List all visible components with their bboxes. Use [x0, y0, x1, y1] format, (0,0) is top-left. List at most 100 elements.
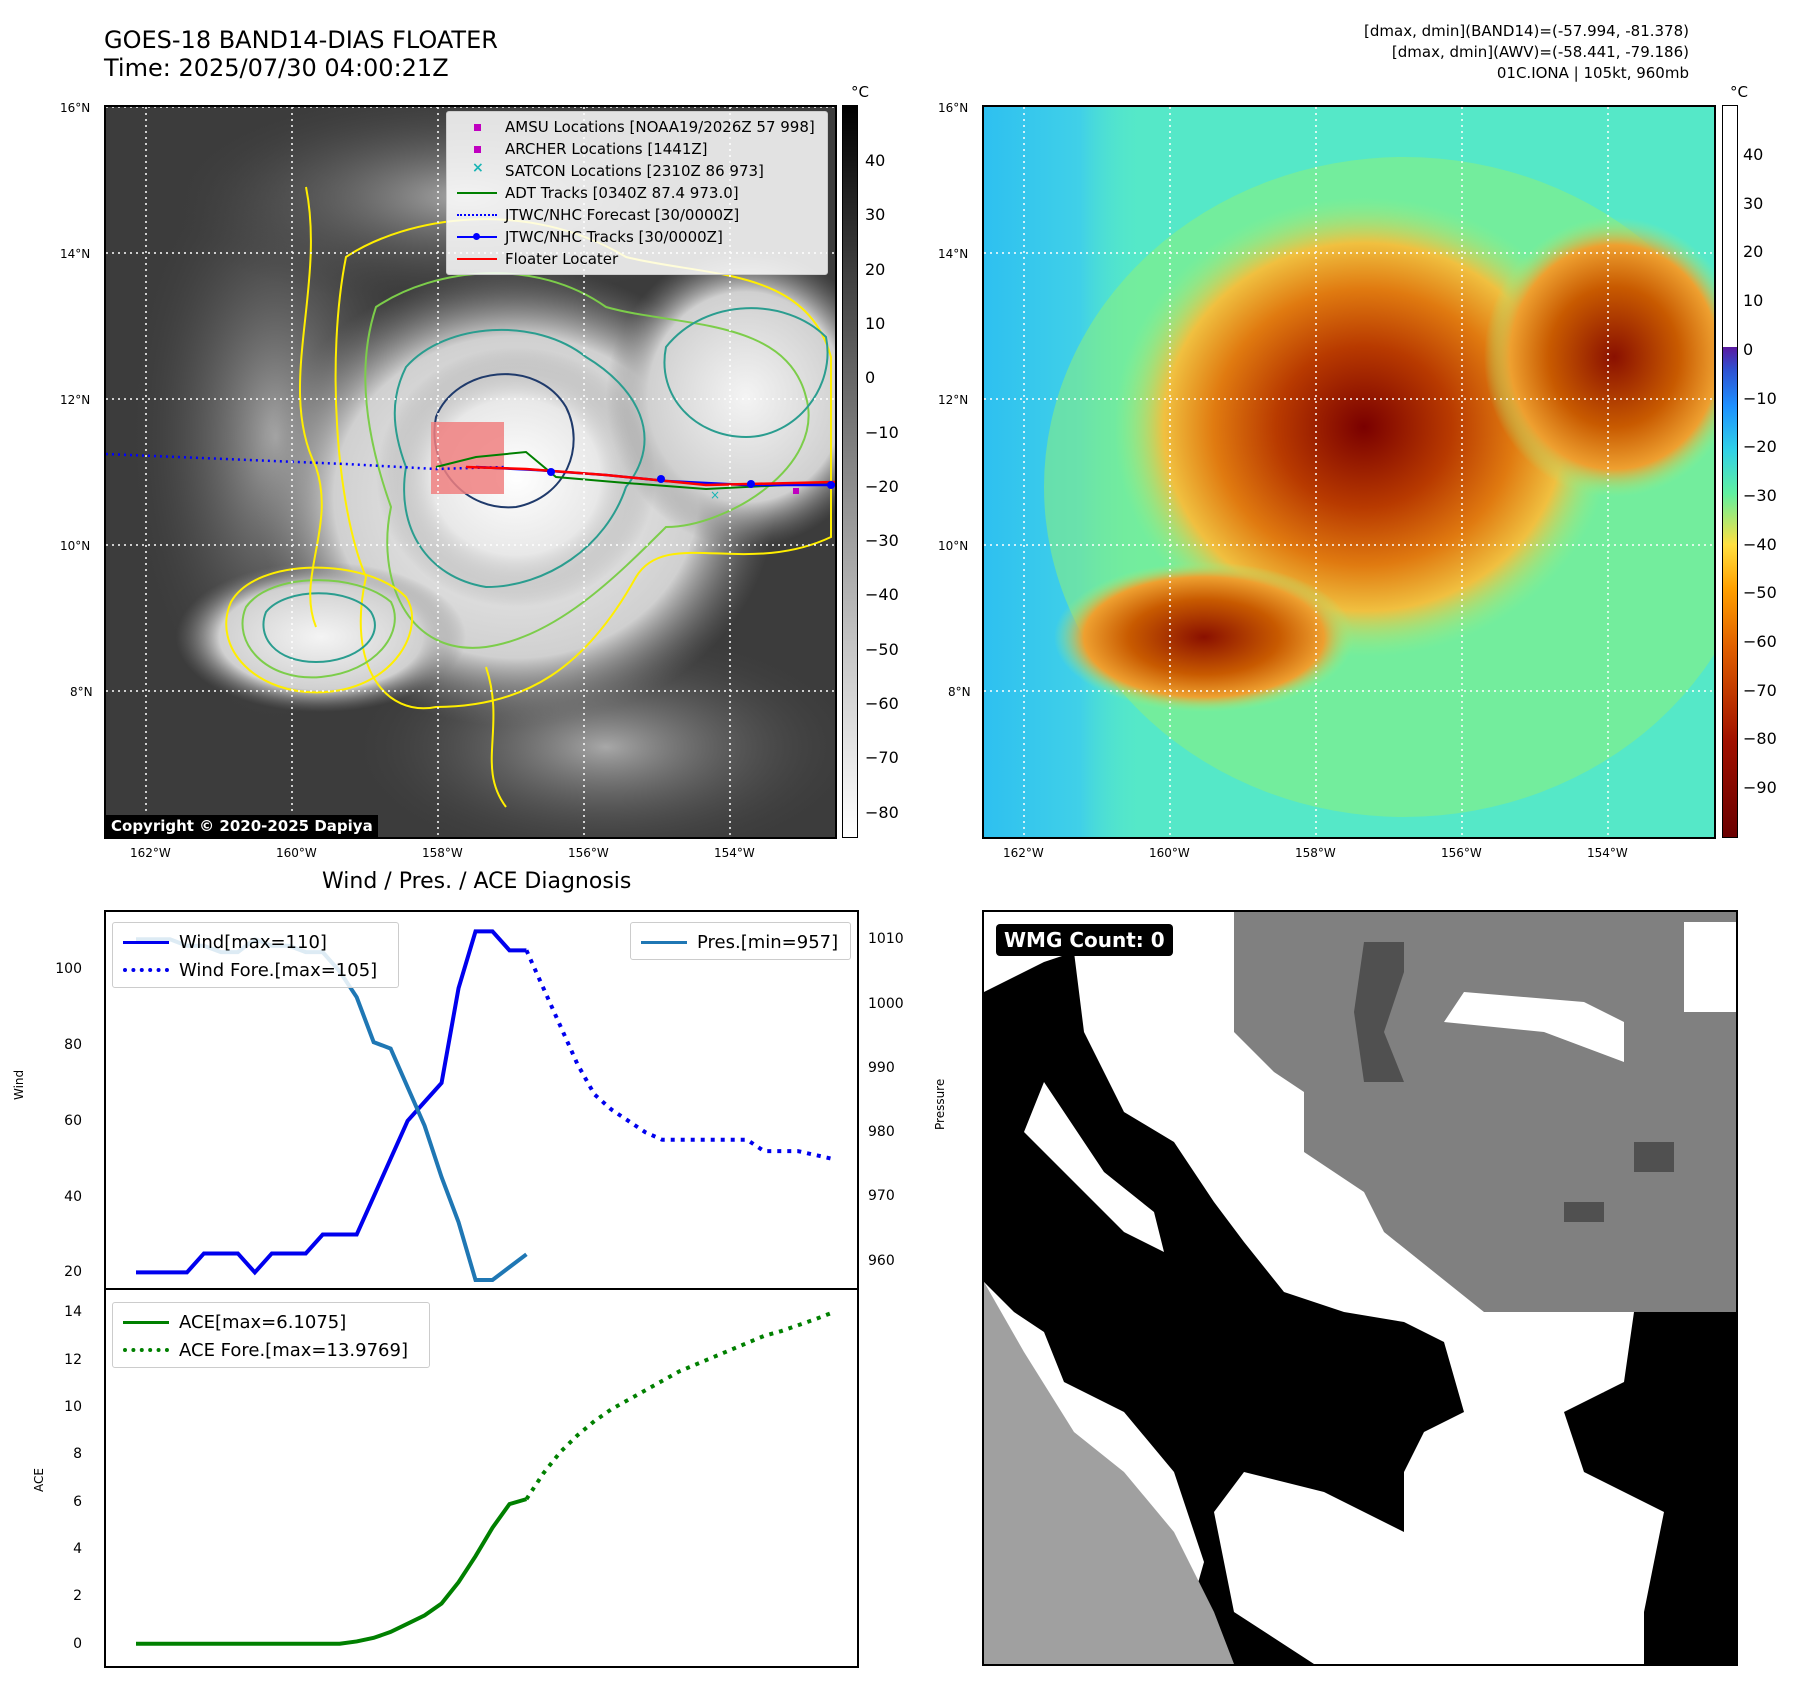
wmg-region-light-gray: [984, 1282, 1234, 1664]
wv-lon-tick: 156°W: [1441, 846, 1482, 860]
contour-sw-green: [241, 579, 396, 679]
ir-lat-tick: 16°N: [60, 101, 91, 115]
stats-line2: [dmax, dmin](AWV)=(-58.441, -79.186): [1391, 43, 1689, 61]
pressure-series-line: [136, 937, 528, 1282]
wmg-region-white-strip: [1444, 992, 1624, 1062]
wv-colorbar-tick: −60: [1743, 632, 1777, 651]
wind-legend-label: Wind[max=110]: [179, 931, 327, 953]
map-legend: AMSU Locations [NOAA19/2026Z 57 998] ARC…: [446, 111, 828, 275]
ir-cloud-east: [606, 247, 835, 547]
legend-item-floater: Floater Locater: [505, 250, 619, 268]
pressure-tick-label: 970: [868, 1188, 895, 1205]
ir-lon-tick: 156°W: [568, 846, 609, 860]
wv-colorbar-tick: 30: [1743, 193, 1764, 213]
wv-colorbar-tick: −30: [1743, 485, 1777, 505]
legend-item-adt: ADT Tracks [0340Z 87.4 973.0]: [505, 184, 739, 202]
ace-fore-legend-icon: [123, 1344, 169, 1356]
wmg-grid: [984, 912, 1736, 1664]
wv-lat-tick: 10°N: [938, 539, 969, 553]
ir-lat-tick: 8°N: [70, 685, 93, 699]
ir-colorbar-unit: °C: [851, 83, 869, 101]
forecast-legend-icon: [457, 209, 497, 221]
wind-ylabel: Wind: [12, 1069, 26, 1100]
pressure-legend-icon: [641, 936, 687, 948]
ace-tick-label: 0: [73, 1635, 82, 1652]
wv-map-svg: [984, 107, 1714, 837]
ace-tick-label: 6: [73, 1493, 82, 1510]
pressure-tick-label: 1010: [868, 931, 904, 948]
ir-colorbar-tick: 0: [865, 368, 876, 388]
wind-fore-legend-icon: [123, 964, 169, 976]
ir-lon-tick: 160°W: [276, 846, 317, 860]
legend-item-archer: ARCHER Locations [1441Z]: [505, 140, 708, 158]
ace-legend-label: ACE[max=6.1075]: [179, 1311, 347, 1333]
pressure-legend: Pres.[min=957]: [630, 922, 851, 960]
ace-tick-label: 2: [73, 1588, 82, 1605]
amsu-legend-icon: [457, 121, 497, 133]
wv-colorbar-tick: −10: [1743, 388, 1777, 408]
ace-plot: [136, 1310, 833, 1646]
wv-lon-tick: 158°W: [1295, 846, 1336, 860]
ace-legend-icon: [123, 1316, 169, 1328]
ir-colorbar-tick: −20: [865, 476, 899, 496]
wv-satellite-map: [982, 105, 1716, 839]
ir-colorbar-tick: 10: [865, 313, 886, 333]
wv-lat-tick: 12°N: [938, 393, 969, 407]
wv-colorbar-tick: 0: [1743, 339, 1754, 359]
jtwc-forecast-track: [106, 452, 505, 471]
ace-tick-label: 4: [73, 1541, 82, 1558]
legend-item-satcon: SATCON Locations [2310Z 86 973]: [505, 162, 764, 180]
wv-lat-tick: 14°N: [938, 247, 969, 261]
floater-locator-box: [431, 422, 504, 494]
wmg-region-white-cutout: [1024, 1082, 1164, 1252]
ir-lon-tick: 162°W: [130, 846, 171, 860]
track-legend-icon: [457, 231, 497, 243]
jtwc-track-point: [747, 480, 755, 488]
ir-colorbar-tick: −80: [865, 802, 899, 822]
stats-line1: [dmax, dmin](BAND14)=(-57.994, -81.378): [1364, 22, 1689, 40]
wv-lon-tick: 154°W: [1587, 846, 1628, 860]
ir-colorbar-tick: 30: [865, 205, 886, 225]
ir-lon-tick: 158°W: [422, 846, 463, 860]
ace-series-line: [136, 1497, 527, 1646]
satcon-legend-icon: ×: [472, 160, 484, 176]
wmg-region-charcoal-2: [1634, 1142, 1674, 1172]
contour-sw-teal: [262, 592, 376, 664]
wv-colorbar-tick: 10: [1743, 291, 1764, 311]
wv-lat-tick: 8°N: [948, 685, 971, 699]
ir-cloud-southwest: [176, 562, 466, 712]
ir-lat-tick: 12°N: [60, 393, 91, 407]
wind-tick-label: 40: [64, 1188, 82, 1205]
wv-colorbar-tick: −50: [1743, 583, 1777, 603]
ir-lon-tick: 154°W: [714, 846, 755, 860]
ace-panel: ACE[max=6.1075] ACE Fore.[max=13.9769]: [104, 1288, 859, 1668]
wv-storm-core: [1114, 197, 1614, 657]
pressure-tick-label: 960: [868, 1252, 895, 1269]
contour-green-main: [364, 272, 810, 649]
legend-item-amsu: AMSU Locations [NOAA19/2026Z 57 998]: [505, 118, 815, 136]
wind-fore-legend-label: Wind Fore.[max=105]: [179, 959, 378, 981]
ace-tick-label: 8: [73, 1446, 82, 1463]
ace-fore-legend-label: ACE Fore.[max=13.9769]: [179, 1339, 408, 1361]
wv-colorbar-tick: 40: [1743, 145, 1764, 164]
wind-pressure-panel: Wind[max=110] Wind Fore.[max=105] Pres.[…: [104, 910, 859, 1290]
adt-legend-icon: [457, 187, 497, 199]
wind-forecast-series-line: [524, 949, 833, 1161]
pressure-legend-label: Pres.[min=957]: [697, 931, 839, 953]
wv-convection-sw: [1054, 562, 1354, 712]
ir-storm-core: [376, 347, 656, 607]
copyright-badge: Copyright © 2020-2025 Dapiya: [106, 815, 378, 837]
wmg-region-black: [984, 952, 1464, 1664]
wv-lon-tick: 160°W: [1149, 846, 1190, 860]
wv-gridlines: [984, 107, 1714, 837]
satcon-marker: ×: [710, 488, 720, 502]
ace-forecast-series-line: [524, 1310, 833, 1501]
wind-tick-label: 60: [64, 1112, 82, 1129]
wv-convection-east: [1484, 217, 1714, 497]
ir-colorbar-tick: −10: [865, 422, 899, 442]
ir-lat-tick: 14°N: [60, 247, 91, 261]
ir-colorbar-tick: 40: [865, 151, 886, 170]
ir-lat-tick: 10°N: [60, 539, 91, 553]
wmg-region-charcoal-1: [1354, 942, 1404, 1082]
ace-tick-label: 12: [64, 1351, 82, 1368]
